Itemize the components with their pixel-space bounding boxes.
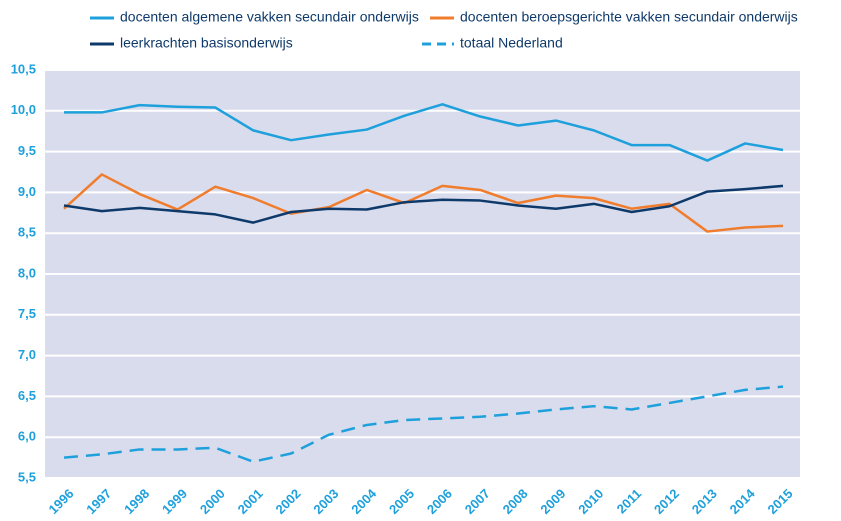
series-line xyxy=(63,184,784,224)
x-tick-label: 2007 xyxy=(462,486,493,517)
x-tick-label: 2000 xyxy=(197,486,228,517)
y-tick-label: 7,5 xyxy=(18,306,36,321)
series-line xyxy=(63,173,784,233)
x-tick-label: 2009 xyxy=(537,486,568,517)
x-tick-label: 2014 xyxy=(727,485,759,517)
y-tick-label: 10,0 xyxy=(11,102,36,117)
x-tick-label: 2015 xyxy=(764,486,795,517)
legend-label: docenten algemene vakken secundair onder… xyxy=(120,9,419,25)
y-tick-label: 8,5 xyxy=(18,225,36,240)
x-tick-label: 2006 xyxy=(424,486,455,517)
x-tick-label: 2010 xyxy=(575,486,606,517)
series-line xyxy=(64,103,784,162)
y-tick-label: 9,5 xyxy=(18,143,36,158)
legend-label: docenten beroepsgerichte vakken secundai… xyxy=(460,9,798,25)
legend-label: totaal Nederland xyxy=(460,35,563,51)
x-tick-label: 2005 xyxy=(386,486,417,517)
x-tick-label: 2012 xyxy=(651,486,682,517)
x-tick-label: 1998 xyxy=(121,486,152,517)
x-tick-label: 2013 xyxy=(689,486,720,517)
x-tick-label: 2011 xyxy=(614,486,645,517)
y-tick-label: 9,0 xyxy=(18,184,36,199)
series-line xyxy=(63,385,784,463)
x-tick-label: 2008 xyxy=(500,486,531,517)
x-tick-label: 2002 xyxy=(273,486,304,517)
y-tick-label: 8,0 xyxy=(18,265,36,280)
y-tick-label: 6,5 xyxy=(18,388,36,403)
x-tick-label: 1996 xyxy=(45,486,76,517)
x-tick-label: 1997 xyxy=(83,486,114,517)
y-tick-label: 6,0 xyxy=(18,429,36,444)
legend-label: leerkrachten basisonderwijs xyxy=(120,35,293,51)
x-tick-label: 2004 xyxy=(348,485,380,517)
y-tick-label: 5,5 xyxy=(18,469,36,484)
x-tick-label: 2001 xyxy=(235,486,266,517)
x-tick-label: 1999 xyxy=(159,486,190,517)
x-tick-label: 2003 xyxy=(310,486,341,517)
y-tick-label: 7,0 xyxy=(18,347,36,362)
y-tick-label: 10,5 xyxy=(11,61,36,76)
